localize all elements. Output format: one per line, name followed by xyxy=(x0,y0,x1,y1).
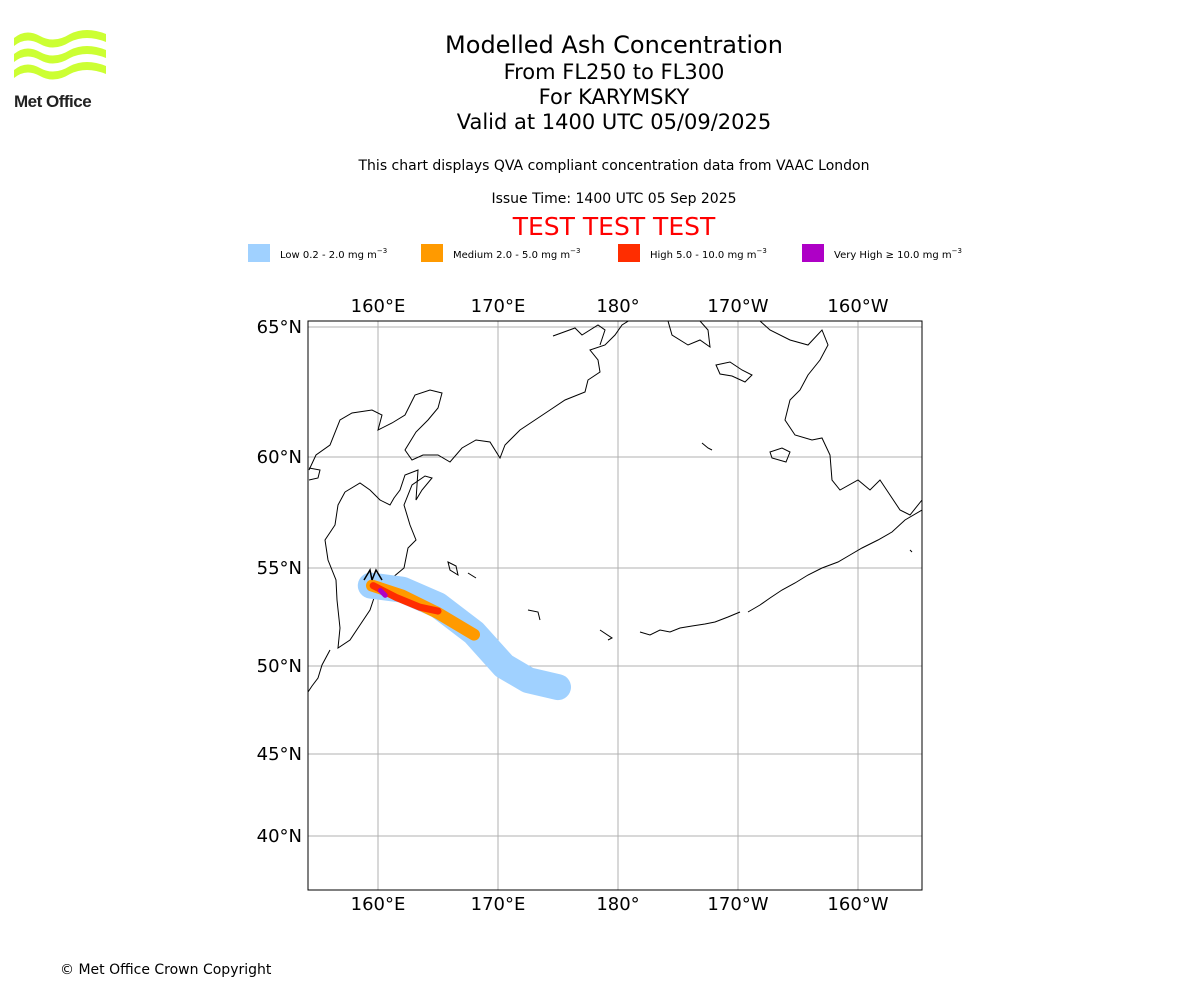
legend-swatch-very-high xyxy=(802,244,824,262)
legend-label-medium: Medium 2.0 - 5.0 mg m xyxy=(453,250,571,261)
aleutians xyxy=(639,611,741,636)
lat-tick-label: 65°N xyxy=(257,317,302,338)
siberia-coast-west xyxy=(308,467,321,481)
kamchatka-coastline xyxy=(308,321,630,471)
copyright: © Met Office Crown Copyright xyxy=(60,962,272,978)
alaska-peninsula xyxy=(747,509,922,613)
chart-title-block: Modelled Ash Concentration From FL250 to… xyxy=(314,30,914,135)
lat-tick-label: 40°N xyxy=(257,826,302,847)
lon-tick-label-bottom: 170°W xyxy=(707,894,768,915)
level-range: From FL250 to FL300 xyxy=(503,60,725,84)
island-small-1 xyxy=(467,572,477,579)
lon-tick-label-top: 170°W xyxy=(707,296,768,317)
legend-label-low: Low 0.2 - 2.0 mg m xyxy=(280,250,377,261)
legend-unit-sup: −3 xyxy=(756,247,767,255)
lon-tick-label-bottom: 160°E xyxy=(351,894,406,915)
legend-label-high: High 5.0 - 10.0 mg m xyxy=(650,250,757,261)
met-office-logo-waves-icon xyxy=(14,30,106,80)
lon-tick-label-top: 160°W xyxy=(827,296,888,317)
lon-tick-label-top: 170°E xyxy=(471,296,526,317)
lon-tick-label-bottom: 160°W xyxy=(827,894,888,915)
legend-swatch-low xyxy=(248,244,270,262)
legend-unit-sup: −3 xyxy=(570,247,581,255)
ash-area-very-high xyxy=(377,588,388,598)
lon-tick-label-top: 160°E xyxy=(351,296,406,317)
legend-swatch-high xyxy=(618,244,640,262)
legend-unit-sup: −3 xyxy=(951,247,962,255)
alaska-west-coast xyxy=(667,321,711,349)
lon-tick-label-bottom: 170°E xyxy=(471,894,526,915)
axis-labels: 160°E 160°E 170°E 170°E 180° 180° 170°W 170°W 16… xyxy=(257,296,889,915)
lon-tick-label-top: 180° xyxy=(596,296,639,317)
st-lawrence-island xyxy=(715,361,753,383)
chart-description: This chart displays QVA compliant concen… xyxy=(358,158,870,174)
kuril-islands xyxy=(308,649,331,693)
met-office-logo: Met Office xyxy=(14,30,114,112)
test-banner: TEST TEST TEST xyxy=(512,212,716,241)
graticule xyxy=(308,321,922,890)
legend-unit-sup: −3 xyxy=(376,247,388,255)
lat-tick-label: 55°N xyxy=(257,558,302,579)
chart-title: Modelled Ash Concentration xyxy=(445,31,783,59)
karaginsky-island xyxy=(447,561,459,577)
volcano-marker xyxy=(363,567,383,581)
issue-time: Issue Time: 1400 UTC 05 Sep 2025 xyxy=(491,191,737,207)
st-matthew-island xyxy=(701,442,713,451)
lat-tick-label: 50°N xyxy=(257,656,302,677)
valid-time: Valid at 1400 UTC 05/09/2025 xyxy=(456,110,772,134)
alaska-coast xyxy=(759,321,922,516)
rat-islands xyxy=(599,629,613,641)
chukotka-coast xyxy=(552,324,606,346)
logo-text: Met Office xyxy=(14,92,92,111)
kamchatka-peninsula xyxy=(324,469,433,650)
legend-swatch-medium xyxy=(421,244,443,262)
volcano-name: For KARYMSKY xyxy=(538,85,690,109)
lat-tick-label: 45°N xyxy=(257,744,302,765)
lon-tick-label-bottom: 180° xyxy=(596,894,639,915)
island-small-2 xyxy=(909,549,913,553)
volcano-icon xyxy=(363,567,383,581)
nunivak-island xyxy=(769,447,791,463)
commander-islands xyxy=(527,609,541,621)
ash-plume xyxy=(357,572,571,701)
map-frame xyxy=(307,320,923,891)
legend-label-very-high: Very High ≥ 10.0 mg m xyxy=(834,250,952,261)
lat-tick-label: 60°N xyxy=(257,447,302,468)
coastlines xyxy=(308,321,922,693)
